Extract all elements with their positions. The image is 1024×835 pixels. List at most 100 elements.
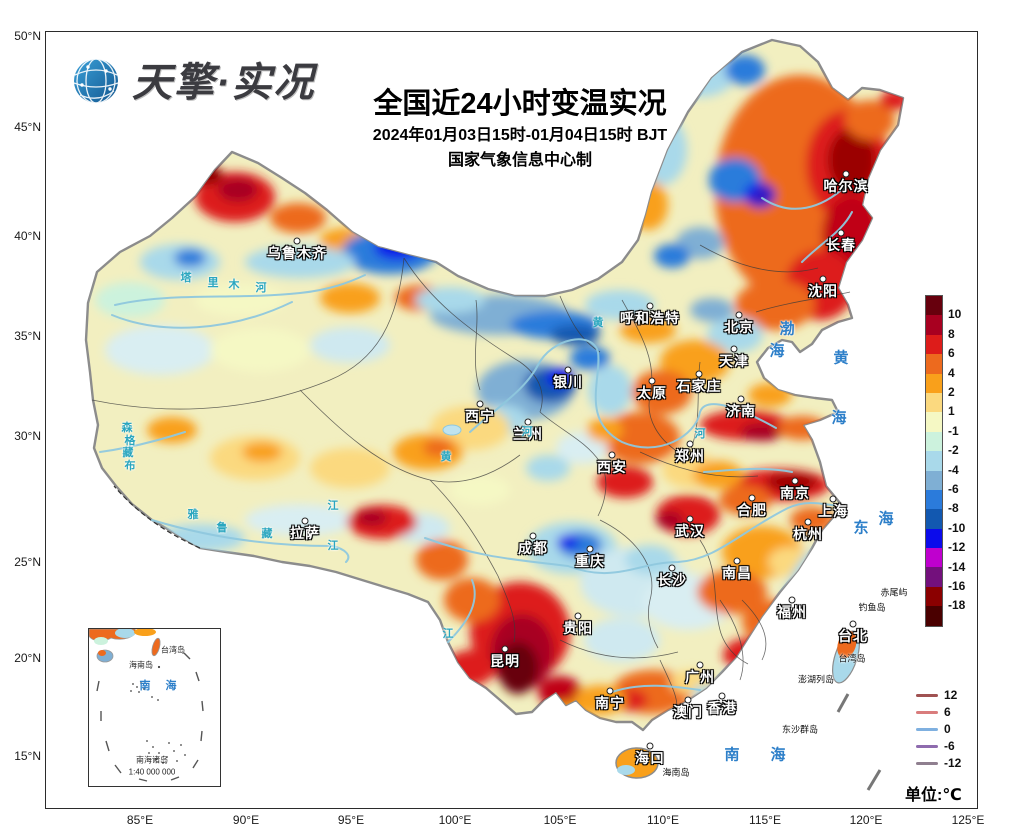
colorbar-block <box>926 606 942 626</box>
city-label: 贵阳 <box>563 620 593 636</box>
island-label: 东沙群岛 <box>781 724 819 735</box>
qinghai-lake <box>442 424 462 436</box>
lon-tick: 95°E <box>337 813 365 827</box>
city-marker <box>529 532 537 540</box>
city-label: 重庆 <box>575 553 605 569</box>
colorbar-block <box>926 470 942 490</box>
colorbar-block <box>926 296 942 316</box>
lon-tick: 85°E <box>126 813 154 827</box>
city-marker <box>648 377 656 385</box>
isoline-swatch <box>916 745 938 748</box>
city-marker <box>501 645 509 653</box>
city-label: 太原 <box>637 385 667 401</box>
river-label-char: 藏 <box>261 528 273 540</box>
city-label: 海口 <box>635 750 665 766</box>
globe-icon <box>73 58 119 104</box>
colorbar-block <box>926 509 942 529</box>
sea-label-char: 海 <box>878 510 894 528</box>
city-marker <box>668 564 676 572</box>
colorbar-tick: 4 <box>948 365 955 380</box>
city-marker <box>849 620 857 628</box>
city-label: 福州 <box>777 604 807 620</box>
river-label-char: 江 <box>327 540 339 552</box>
inset-label: 台湾岛 <box>161 645 185 655</box>
sea-label-char: 海 <box>770 746 786 764</box>
river-label-char: 黄 <box>592 317 604 329</box>
city-label: 长春 <box>826 237 856 253</box>
city-label: 哈尔滨 <box>823 178 869 194</box>
time-range: 2024年01月03日15时-01月04日15时 BJT <box>372 127 668 144</box>
colorbar <box>925 295 943 627</box>
island-label: 海南岛 <box>662 767 690 778</box>
page-title: 全国近24小时变温实况 <box>373 88 667 120</box>
city-label: 济南 <box>726 403 756 419</box>
city-label: 北京 <box>724 319 754 335</box>
city-marker <box>646 742 654 750</box>
city-label: 长沙 <box>657 572 687 588</box>
colorbar-tick: -18 <box>948 598 966 613</box>
city-marker <box>606 687 614 695</box>
city-marker <box>476 400 484 408</box>
island-label: 台湾岛 <box>838 653 866 664</box>
city-marker <box>564 366 572 374</box>
city-marker <box>574 612 582 620</box>
credit-line: 国家气象信息中心制 <box>447 152 592 169</box>
city-marker <box>842 170 850 178</box>
city-label: 台北 <box>838 628 868 644</box>
city-marker <box>791 477 799 485</box>
app-logo: 天擎·实况 <box>68 50 315 108</box>
lat-tick: 15°N <box>14 749 41 763</box>
city-label: 兰州 <box>513 426 543 442</box>
city-label: 上海 <box>818 503 848 519</box>
river-label-char: 藏 <box>122 447 134 459</box>
lat-tick: 50°N <box>14 29 41 43</box>
city-marker <box>748 494 756 502</box>
colorbar-block <box>926 431 942 452</box>
inset-label: 1:40 000 000 <box>128 767 176 777</box>
river-label-char: 江 <box>327 500 339 512</box>
colorbar-tick: -4 <box>948 462 959 477</box>
city-marker <box>837 229 845 237</box>
city-label: 银川 <box>553 374 583 390</box>
city-label: 广州 <box>685 669 715 685</box>
city-marker <box>829 495 837 503</box>
isoline-label: -12 <box>944 756 962 770</box>
logo-text: 天擎·实况 <box>132 61 316 105</box>
sea-label-char: 东 <box>853 519 869 537</box>
island-dots <box>130 665 186 764</box>
city-marker <box>686 440 694 448</box>
river-label-char: 里 <box>207 277 219 289</box>
colorbar-block <box>926 412 942 432</box>
city-label: 昆明 <box>490 653 520 669</box>
colorbar-tick: -1 <box>948 423 959 438</box>
hainan-island <box>615 747 659 779</box>
city-marker <box>696 661 704 669</box>
city-marker <box>718 692 726 700</box>
city-label: 杭州 <box>793 526 823 542</box>
isoline-label: 12 <box>944 688 958 702</box>
city-label: 郑州 <box>675 448 705 464</box>
isoline-swatch <box>916 694 938 697</box>
city-label: 合肥 <box>737 502 767 518</box>
city-marker <box>737 395 745 403</box>
city-label: 天津 <box>719 353 749 369</box>
island-label: 澎湖列岛 <box>797 674 835 685</box>
colorbar-tick: -2 <box>948 443 959 458</box>
city-marker <box>730 345 738 353</box>
colorbar-block <box>926 489 942 510</box>
river-label-char: 布 <box>124 460 136 472</box>
sea-label-char: 海 <box>831 409 847 427</box>
city-label: 沈阳 <box>808 283 838 299</box>
lat-tick: 45°N <box>14 120 41 134</box>
isoline-swatch <box>916 711 938 714</box>
city-marker <box>686 515 694 523</box>
city-marker <box>646 302 654 310</box>
city-label: 西安 <box>597 459 627 475</box>
sea-label-char: 南 <box>724 746 740 764</box>
city-label: 呼和浩特 <box>620 310 680 326</box>
lat-tick: 20°N <box>14 651 41 665</box>
city-marker <box>695 370 703 378</box>
colorbar-tick: -12 <box>948 540 966 555</box>
colorbar-block <box>926 586 942 607</box>
